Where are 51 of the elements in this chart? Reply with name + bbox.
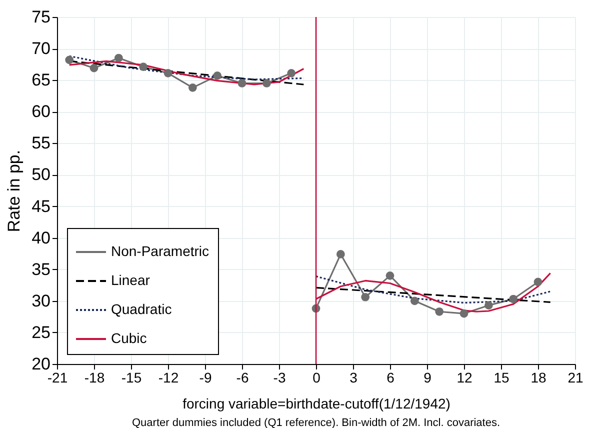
y-tick-label: 60 [32,102,50,122]
point [361,292,370,302]
y-tick-label: 30 [32,291,50,310]
point [336,250,345,258]
point [213,72,222,80]
x-tick-label: -12 [158,370,179,386]
point [188,83,197,92]
legend-label: Non-Parametric [111,243,210,259]
point [386,272,394,280]
x-tick-label: -9 [199,370,212,386]
x-tick-label: 0 [312,370,321,386]
point [164,68,172,78]
x-axis-title: forcing variable=birthdate-cutoff(1/12/1942) [182,396,450,412]
point [262,79,271,88]
point [435,307,444,316]
x-tick-label: 3 [350,370,358,386]
point [114,54,123,62]
point [484,301,493,310]
y-tick-label: 70 [32,39,50,58]
x-tick-label: 6 [386,370,395,386]
point [238,79,246,88]
x-tick-label: -3 [273,370,286,386]
y-tick-label: 75 [32,8,50,26]
text: Quarter dummies included (Q1 reference). Bin-width of 2M. Incl. covariates. [132,417,500,428]
x-tick-label: 15 [494,370,510,386]
y-tick-label: 50 [32,165,50,184]
point [287,68,296,78]
point [509,294,518,304]
x-tick-label: -6 [236,370,249,386]
legend-label: Cubic [111,330,147,346]
point [90,64,98,72]
x-tick-label: 18 [530,370,546,386]
y-tick-label: 65 [32,70,50,90]
x-tick-label: 21 [568,370,584,386]
point [139,62,148,72]
x-tick-label: 9 [424,370,432,386]
legend-label: Linear [111,272,150,288]
point [460,309,468,318]
y-tick-label: 25 [32,322,50,342]
y-tick-label: 45 [32,196,50,216]
y-tick-label: 35 [32,260,50,279]
y-axis-title: Rate in pp. [4,150,24,232]
y-tick-label: 55 [32,134,50,153]
point [65,56,74,64]
x-tick-label: -18 [84,370,105,386]
x-tick-label: -15 [121,370,142,386]
point [534,278,542,286]
x-tick-label: 12 [456,370,472,386]
point [410,296,419,306]
y-tick-label: 40 [32,228,50,248]
legend-label: Quadratic [111,301,172,317]
